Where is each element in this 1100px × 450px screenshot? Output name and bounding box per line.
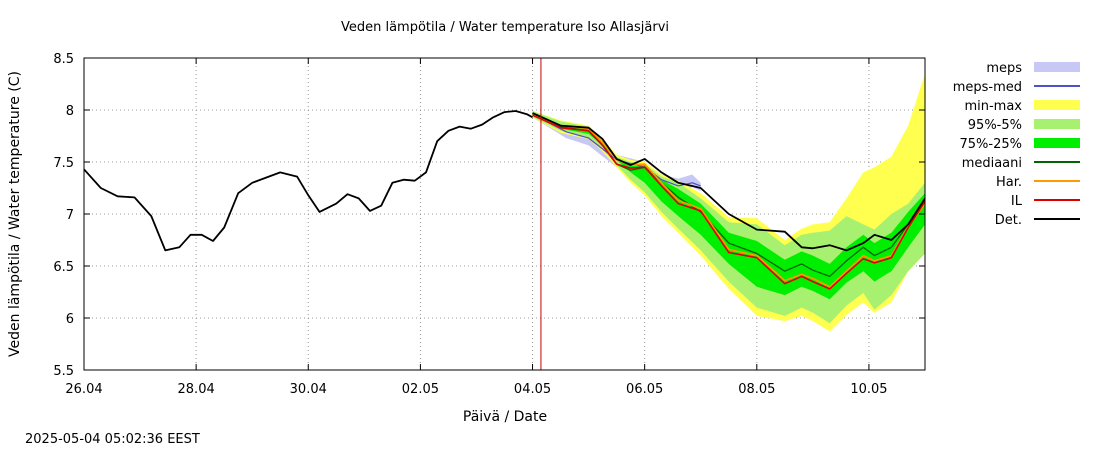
x-tick-label: 02.05: [402, 382, 439, 397]
x-tick-label: 30.04: [290, 382, 327, 397]
forecast-line-il: [532, 114, 926, 290]
y-tick-label: 7.5: [53, 156, 74, 171]
legend-label: 95%-5%: [968, 118, 1022, 133]
x-tick-label: 28.04: [178, 382, 215, 397]
legend-item: 95%-5%: [968, 118, 1080, 133]
legend-item: Det.: [995, 213, 1080, 228]
grid-lines: [84, 58, 925, 370]
legend-swatch: [1034, 62, 1080, 72]
timestamp-footer: 2025-05-04 05:02:36 EEST: [25, 432, 200, 447]
y-axis-label: Veden lämpötila / Water temperature (C): [7, 71, 23, 357]
legend-item: mediaani: [962, 156, 1080, 171]
y-tick-label: 6.5: [53, 260, 74, 275]
y-tick-label: 8: [66, 104, 74, 119]
legend-label: min-max: [964, 99, 1022, 114]
legend-swatch: [1034, 138, 1080, 148]
legend-label: Det.: [995, 213, 1022, 228]
forecast-line-det-: [532, 112, 926, 252]
legend-label: meps-med: [953, 80, 1022, 95]
axis-ticks: 26.04 28.04 30.04 02.05 04.05 06.05 08.05 10.05…: [53, 52, 925, 397]
y-tick-label: 5.5: [53, 364, 74, 379]
observed-line: [83, 110, 533, 252]
legend-item: Har.: [996, 175, 1080, 190]
legend-item: IL: [1011, 194, 1080, 209]
legend-label: IL: [1011, 194, 1023, 209]
y-tick-label: 8.5: [53, 52, 74, 67]
legend-item: meps: [986, 61, 1080, 76]
x-tick-label: 04.05: [514, 382, 551, 397]
legend-item: meps-med: [953, 80, 1080, 95]
legend-swatch: [1034, 100, 1080, 110]
legend-label: 75%-25%: [960, 137, 1022, 152]
legend-label: mediaani: [962, 156, 1022, 171]
legend-swatch: [1034, 119, 1080, 129]
band-75-25-: [532, 112, 925, 300]
legend: meps meps-med min-max 95%-5% 75%-25% mediaani…: [953, 61, 1080, 228]
forecast-line-har-: [532, 113, 926, 288]
chart-series: [83, 58, 926, 370]
x-axis-label: Päivä / Date: [463, 409, 547, 425]
x-tick-label: 26.04: [65, 382, 102, 397]
legend-item: min-max: [964, 99, 1080, 114]
legend-label: Har.: [996, 175, 1022, 190]
legend-label: meps: [986, 61, 1022, 76]
x-tick-label: 10.05: [850, 382, 887, 397]
y-tick-label: 6: [66, 312, 74, 327]
x-tick-label: 08.05: [738, 382, 775, 397]
y-tick-label: 7: [66, 208, 74, 223]
x-tick-label: 06.05: [626, 382, 663, 397]
chart-title: Veden lämpötila / Water temperature Iso …: [341, 20, 669, 35]
legend-item: 75%-25%: [960, 137, 1080, 152]
